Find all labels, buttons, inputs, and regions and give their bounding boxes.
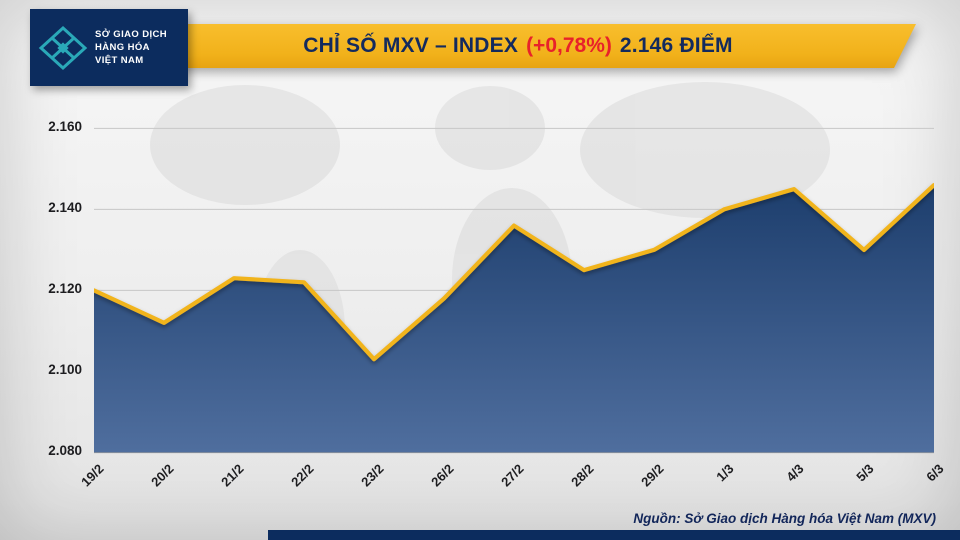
x-axis-tick-label: 20/2: [148, 461, 177, 490]
x-axis-tick-label: 29/2: [638, 461, 667, 490]
source-note: Nguồn: Sở Giao dịch Hàng hóa Việt Nam (M…: [633, 511, 936, 526]
x-axis-tick-label: 23/2: [358, 461, 387, 490]
mxv-logo-icon: [38, 25, 88, 70]
x-axis-tick-label: 1/3: [713, 461, 737, 485]
x-axis-tick-label: 5/3: [853, 461, 877, 485]
y-axis-tick-label: 2.140: [48, 200, 82, 215]
y-axis-tick-label: 2.120: [48, 281, 82, 296]
logo-line-2: HÀNG HÓA: [95, 42, 150, 53]
title-banner: CHỈ SỐ MXV – INDEX (+0,78%) 2.146 ĐIỂM: [176, 24, 916, 68]
logo-line-3: VIỆT NAM: [95, 55, 144, 66]
y-axis-tick-label: 2.100: [48, 362, 82, 377]
x-axis-tick-label: 27/2: [498, 461, 527, 490]
x-axis-tick-label: 19/2: [78, 461, 107, 490]
y-axis-tick-label: 2.080: [48, 443, 82, 458]
logo-line-1: SỞ GIAO DỊCH: [95, 29, 168, 40]
mxv-logo-box: SỞ GIAO DỊCH HÀNG HÓA VIỆT NAM: [30, 9, 188, 86]
x-axis-tick-label: 21/2: [218, 461, 247, 490]
x-axis-tick-label: 22/2: [288, 461, 317, 490]
y-axis-tick-label: 2.160: [48, 119, 82, 134]
x-axis-tick-label: 26/2: [428, 461, 457, 490]
chart-title-change-percent: (+0,78%): [526, 34, 612, 57]
x-axis-tick-label: 28/2: [568, 461, 597, 490]
footer-bar: [268, 530, 960, 540]
x-axis-tick-label: 4/3: [783, 461, 807, 485]
chart-title: CHỈ SỐ MXV – INDEX: [303, 34, 519, 57]
chart-title-points: 2.146 ĐIỂM: [619, 34, 733, 57]
mxv-index-area-chart: [94, 127, 934, 454]
x-axis-tick-label: 6/3: [923, 461, 947, 485]
mxv-logo-text: SỞ GIAO DỊCH HÀNG HÓA VIỆT NAM: [95, 28, 167, 67]
title-banner-shape: CHỈ SỐ MXV – INDEX (+0,78%) 2.146 ĐIỂM: [176, 24, 916, 68]
